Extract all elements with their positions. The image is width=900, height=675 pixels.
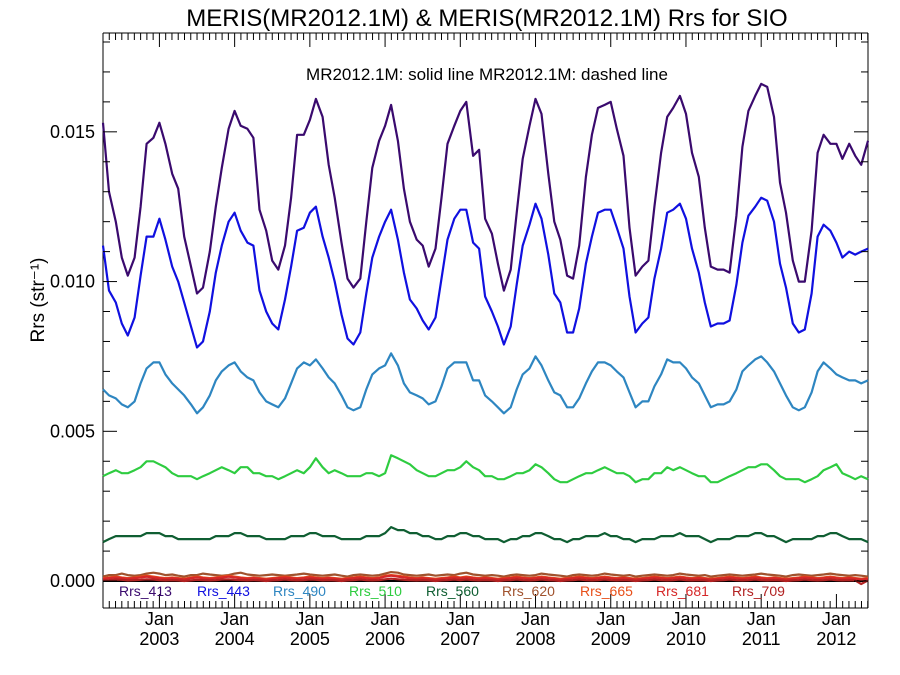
- x-tick-label-year: 2003: [139, 629, 179, 649]
- y-tick-label: 0.000: [50, 571, 95, 591]
- line-style-annotation: MR2012.1M: solid line MR2012.1M: dashed …: [306, 65, 668, 84]
- legend-item-rrs-443: Rrs_443: [197, 583, 250, 599]
- x-ticks: Jan2003Jan2004Jan2005Jan2006Jan2007Jan20…: [102, 33, 869, 649]
- x-tick-label-year: 2009: [591, 629, 631, 649]
- x-tick-label-year: 2011: [742, 629, 781, 649]
- legend-item-rrs-709: Rrs_709: [732, 583, 785, 599]
- series-line-rrs-709: [102, 577, 869, 586]
- series-line-rrs-560: [102, 525, 869, 544]
- legend-item-rrs-413: Rrs_413: [119, 583, 172, 599]
- legend-item-rrs-681: Rrs_681: [656, 583, 709, 599]
- x-tick-label-month: Jan: [295, 609, 324, 629]
- x-tick-label-year: 2006: [365, 629, 405, 649]
- series-line-rrs-620: [102, 570, 869, 578]
- legend-item-rrs-620: Rrs_620: [502, 583, 555, 599]
- x-tick-label-month: Jan: [671, 609, 700, 629]
- x-tick-label-year: 2012: [816, 629, 856, 649]
- series-line-rrs-490: [102, 352, 869, 415]
- series-layer: [101, 82, 870, 586]
- series-line-rrs-413: [101, 82, 870, 295]
- legend-item-rrs-490: Rrs_490: [273, 583, 326, 599]
- legend-item-rrs-510: Rrs_510: [349, 583, 402, 599]
- x-tick-label-year: 2007: [440, 629, 480, 649]
- series-line-rrs-443: [101, 196, 869, 349]
- x-tick-label-month: Jan: [747, 609, 776, 629]
- chart-title: MERIS(MR2012.1M) & MERIS(MR2012.1M) Rrs …: [186, 5, 787, 32]
- x-tick-label-month: Jan: [596, 609, 625, 629]
- x-tick-label-month: Jan: [220, 609, 249, 629]
- x-tick-label-month: Jan: [521, 609, 550, 629]
- x-tick-label-year: 2005: [290, 629, 330, 649]
- x-tick-label-month: Jan: [822, 609, 851, 629]
- series-line-rrs-510: [102, 454, 869, 484]
- x-tick-label-month: Jan: [446, 609, 475, 629]
- legend: Rrs_413 Rrs_443 Rrs_490 Rrs_510 Rrs_560 Rrs_6…: [119, 583, 785, 599]
- legend-item-rrs-560: Rrs_560: [426, 583, 479, 599]
- series-line-rrs-681: [102, 574, 869, 581]
- y-tick-label: 0.010: [50, 272, 95, 292]
- y-axis-label: Rrs (str⁻¹): [28, 258, 49, 343]
- y-ticks: 0.000 0.005 0.010 0.015: [50, 41, 868, 591]
- x-tick-label-month: Jan: [371, 609, 400, 629]
- x-tick-label-year: 2008: [515, 629, 555, 649]
- x-tick-label-year: 2004: [215, 629, 255, 649]
- x-tick-label-year: 2010: [666, 629, 706, 649]
- x-tick-label-month: Jan: [145, 609, 174, 629]
- y-tick-label: 0.005: [50, 421, 95, 441]
- legend-item-rrs-665: Rrs_665: [580, 583, 633, 599]
- y-tick-label: 0.015: [50, 122, 95, 142]
